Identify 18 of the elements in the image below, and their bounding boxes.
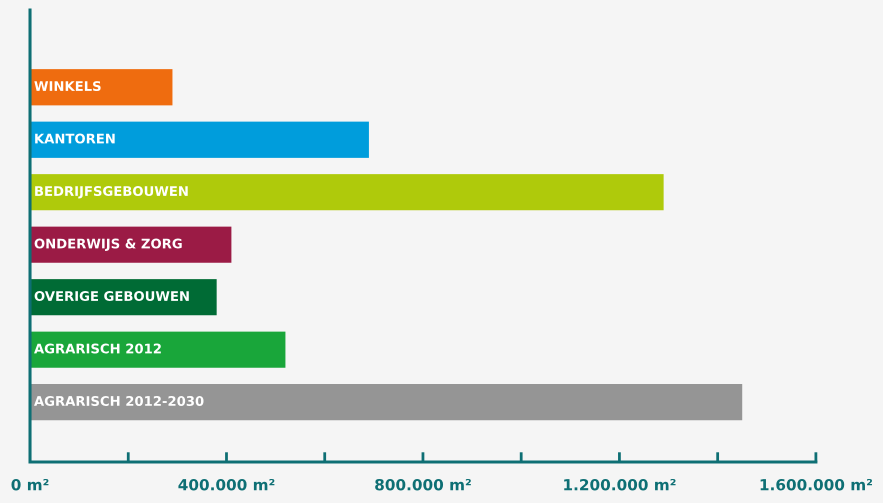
y-tick-label: AGRARISCH 2012-2030 (34, 396, 204, 406)
bar (30, 332, 286, 368)
y-tick-label: AGRARISCH 2012 (34, 344, 161, 354)
y-tick-label: WINKELS (34, 81, 101, 92)
bar (30, 174, 664, 210)
x-tick-label: 800.000 m² (375, 478, 471, 490)
y-tick-label: BEDRIJFSGEBOUWEN (35, 186, 188, 198)
bar (30, 384, 742, 420)
x-tick-label: 1.600.000 m² (760, 478, 872, 490)
y-tick-label: ONDERWIJS & ZORG (34, 238, 182, 251)
y-tick-label: OVERIGE GEBOUWEN (34, 291, 189, 302)
x-tick-label: 1.200.000 m² (564, 478, 676, 490)
y-tick-label: KANTOREN (35, 134, 115, 144)
bar (30, 122, 369, 158)
bar (30, 226, 232, 263)
x-tick-label: 400.000 m² (178, 478, 274, 490)
x-tick-label: 0 m² (11, 478, 48, 490)
bar (30, 69, 172, 106)
